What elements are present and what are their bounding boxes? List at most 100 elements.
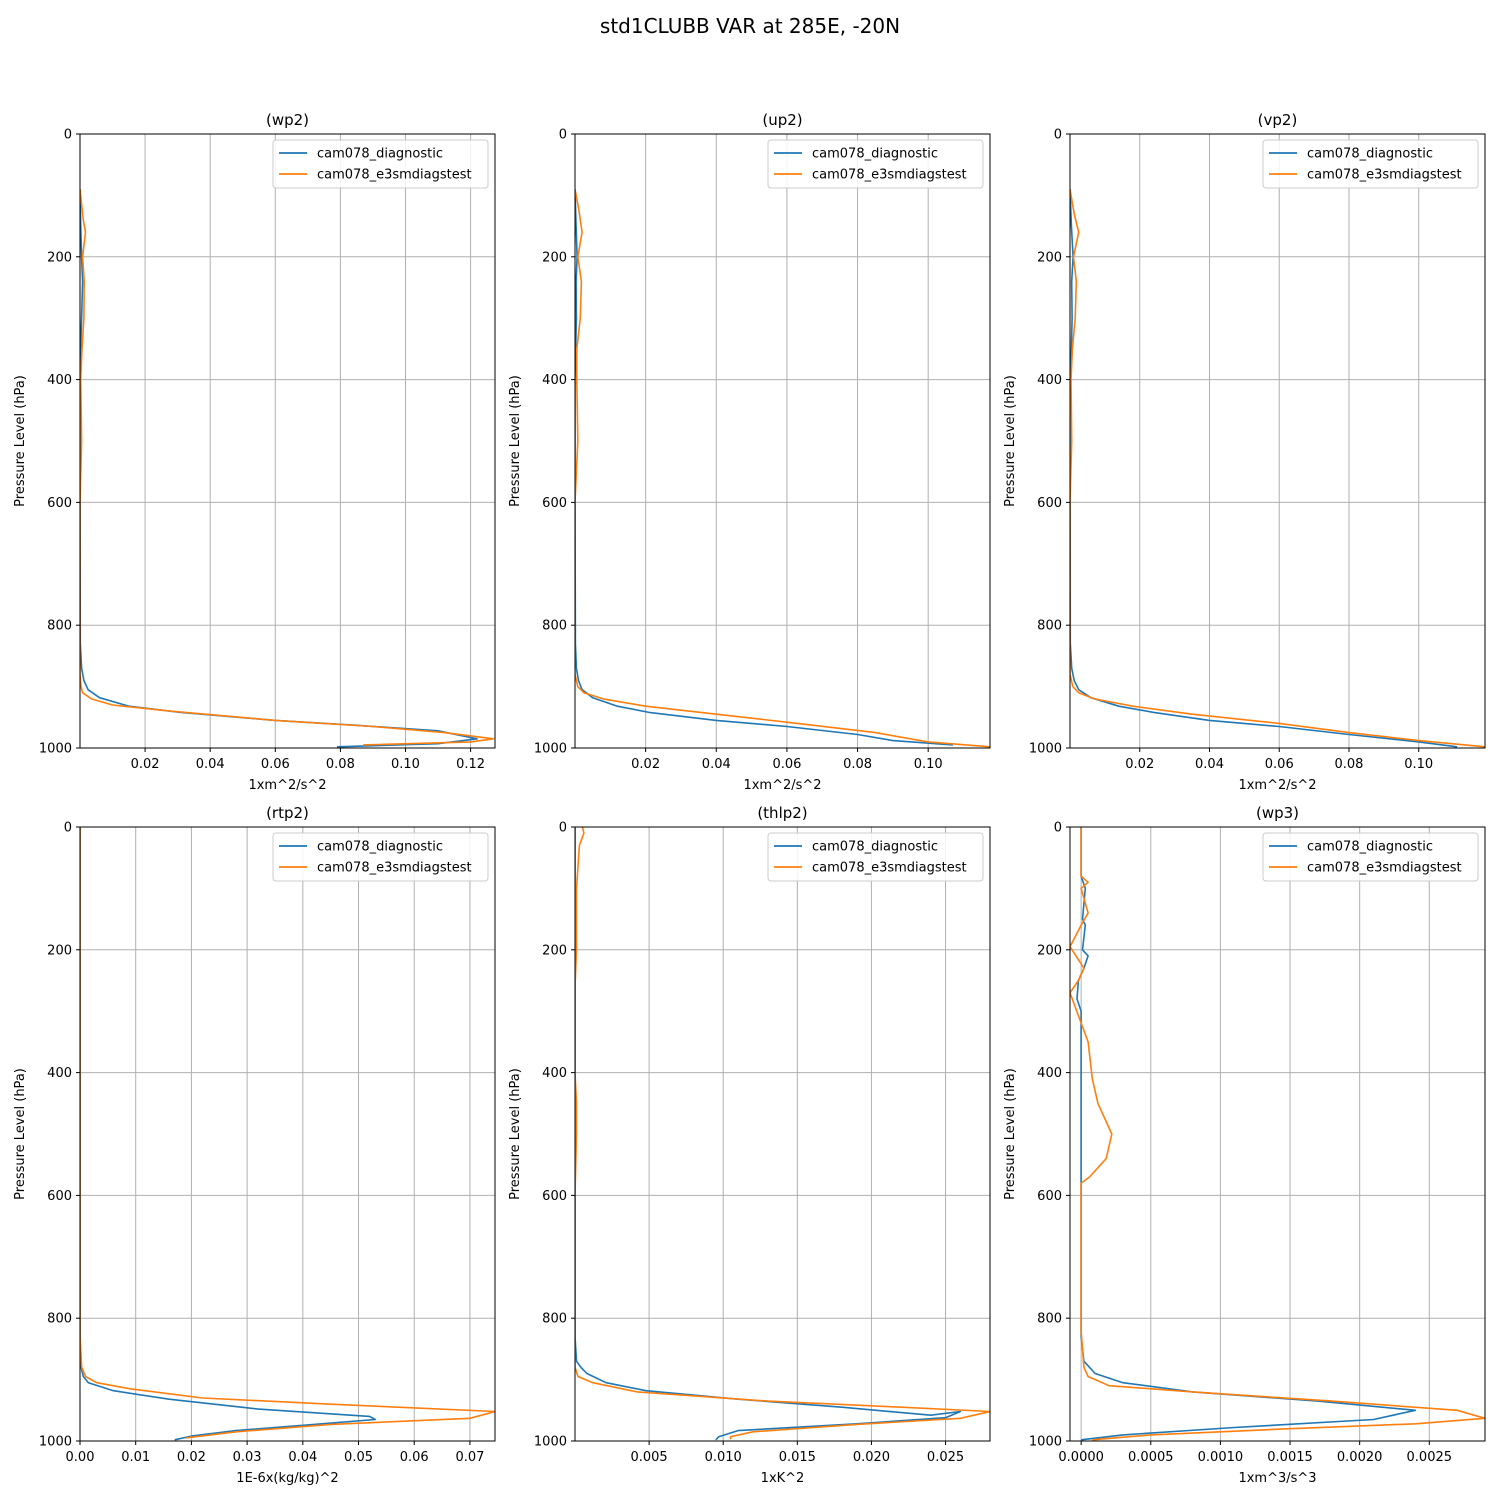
y-tick-label: 600 xyxy=(1037,496,1062,511)
series-line-1 xyxy=(80,189,478,748)
x-tick-label: 0.02 xyxy=(1125,757,1154,772)
y-axis-label: Pressure Level (hPa) xyxy=(508,375,523,507)
legend-box xyxy=(1262,832,1479,882)
x-tick-label: 0.07 xyxy=(455,1450,484,1465)
x-tick-label: 0.01 xyxy=(121,1450,150,1465)
x-tick-label: 0.025 xyxy=(927,1450,964,1465)
series-line-1 xyxy=(1076,827,1417,1441)
x-tick-label: 0.015 xyxy=(779,1450,816,1465)
x-tick-label: 0.06 xyxy=(261,757,290,772)
y-tick-label: 400 xyxy=(542,1066,567,1081)
panel-title: (up2) xyxy=(762,111,802,129)
legend-label: cam078_e3smdiagstest xyxy=(1307,861,1462,876)
series-line-1 xyxy=(1070,189,1458,748)
x-axis-label: 1E-6x(kg/kg)^2 xyxy=(236,1471,338,1486)
y-axis-label: Pressure Level (hPa) xyxy=(13,375,28,507)
y-axis-label: Pressure Level (hPa) xyxy=(508,1068,523,1200)
panel-title: (wp2) xyxy=(266,111,309,129)
y-tick-label: 1000 xyxy=(1029,1435,1062,1450)
x-tick-label: 0.08 xyxy=(326,757,355,772)
legend-box xyxy=(272,139,489,189)
x-axis-label: 1xK^2 xyxy=(761,1471,805,1486)
x-tick-label: 0.04 xyxy=(702,757,731,772)
legend: cam078_diagnostic cam078_e3smdiagstest xyxy=(767,832,984,882)
y-tick-label: 600 xyxy=(47,1189,72,1204)
series-line-1 xyxy=(80,827,377,1441)
y-tick-label: 800 xyxy=(1037,1312,1062,1327)
legend-box xyxy=(767,832,984,882)
legend: cam078_diagnostic cam078_e3smdiagstest xyxy=(1262,139,1479,189)
x-tick-label: 0.10 xyxy=(1404,757,1433,772)
y-tick-label: 0 xyxy=(1054,128,1062,143)
legend: cam078_diagnostic cam078_e3smdiagstest xyxy=(272,139,489,189)
legend-label: cam078_diagnostic xyxy=(317,147,443,162)
y-tick-label: 400 xyxy=(542,373,567,388)
legend-label: cam078_diagnostic xyxy=(812,147,938,162)
axes-frame xyxy=(79,133,496,749)
y-tick-label: 200 xyxy=(1037,943,1062,958)
figure-title: std1CLUBB VAR at 285E, -20N xyxy=(599,14,901,38)
x-tick-label: 0.005 xyxy=(630,1450,667,1465)
legend-box xyxy=(767,139,984,189)
y-axis-label: Pressure Level (hPa) xyxy=(1003,1068,1018,1200)
series-line-1 xyxy=(575,827,962,1441)
panel-title: (rtp2) xyxy=(266,804,309,822)
x-axis-label: 1xm^2/s^2 xyxy=(248,778,326,793)
y-tick-label: 400 xyxy=(1037,373,1062,388)
x-tick-label: 0.02 xyxy=(177,1450,206,1465)
axes-frame xyxy=(574,133,991,749)
chart-panel-5: 0 200 400 600 800 1000 0.005 0.010 0.015 0.020 0.0… xyxy=(508,804,991,1486)
y-tick-label: 1000 xyxy=(1029,742,1062,757)
x-axis-label: 1xm^2/s^2 xyxy=(743,778,821,793)
y-tick-label: 1000 xyxy=(534,1435,567,1450)
y-tick-label: 800 xyxy=(47,619,72,634)
y-tick-label: 400 xyxy=(47,373,72,388)
axes-frame xyxy=(574,826,991,1442)
y-tick-label: 0 xyxy=(559,821,567,836)
chart-panel-3: 0 200 400 600 800 1000 0.02 0.04 0.06 0.08 0.10 (vp… xyxy=(1003,111,1486,793)
y-tick-label: 1000 xyxy=(39,742,72,757)
x-tick-label: 0.0020 xyxy=(1337,1450,1383,1465)
y-tick-label: 800 xyxy=(542,1312,567,1327)
x-tick-label: 0.02 xyxy=(631,757,660,772)
x-tick-label: 0.0005 xyxy=(1128,1450,1174,1465)
legend-label: cam078_e3smdiagstest xyxy=(812,168,967,183)
y-tick-label: 1000 xyxy=(39,1435,72,1450)
series-line-2 xyxy=(1070,827,1485,1441)
series-line-2 xyxy=(1070,189,1485,748)
series-line-2 xyxy=(80,189,495,746)
x-tick-label: 0.020 xyxy=(853,1450,890,1465)
y-tick-label: 400 xyxy=(1037,1066,1062,1081)
x-tick-label: 0.06 xyxy=(1265,757,1294,772)
y-tick-label: 200 xyxy=(542,943,567,958)
x-tick-label: 0.04 xyxy=(288,1450,317,1465)
axes-frame xyxy=(79,826,496,1442)
y-tick-label: 200 xyxy=(47,250,72,265)
x-tick-label: 0.04 xyxy=(196,757,225,772)
x-tick-label: 0.03 xyxy=(233,1450,262,1465)
legend-label: cam078_diagnostic xyxy=(1307,147,1433,162)
x-tick-label: 0.02 xyxy=(131,757,160,772)
y-tick-label: 800 xyxy=(542,619,567,634)
y-tick-label: 600 xyxy=(542,496,567,511)
x-tick-label: 0.010 xyxy=(705,1450,742,1465)
x-tick-label: 0.00 xyxy=(66,1450,95,1465)
panel-title: (wp3) xyxy=(1256,804,1299,822)
legend-label: cam078_e3smdiagstest xyxy=(812,861,967,876)
y-tick-label: 0 xyxy=(1054,821,1062,836)
x-tick-label: 0.0010 xyxy=(1198,1450,1244,1465)
series-line-2 xyxy=(575,189,990,748)
y-tick-label: 0 xyxy=(559,128,567,143)
y-tick-label: 0 xyxy=(64,128,72,143)
y-tick-label: 0 xyxy=(64,821,72,836)
y-tick-label: 800 xyxy=(47,1312,72,1327)
y-tick-label: 1000 xyxy=(534,742,567,757)
y-tick-label: 600 xyxy=(1037,1189,1062,1204)
legend-label: cam078_diagnostic xyxy=(317,840,443,855)
x-axis-label: 1xm^2/s^2 xyxy=(1238,778,1316,793)
y-axis-label: Pressure Level (hPa) xyxy=(1003,375,1018,507)
y-tick-label: 200 xyxy=(542,250,567,265)
